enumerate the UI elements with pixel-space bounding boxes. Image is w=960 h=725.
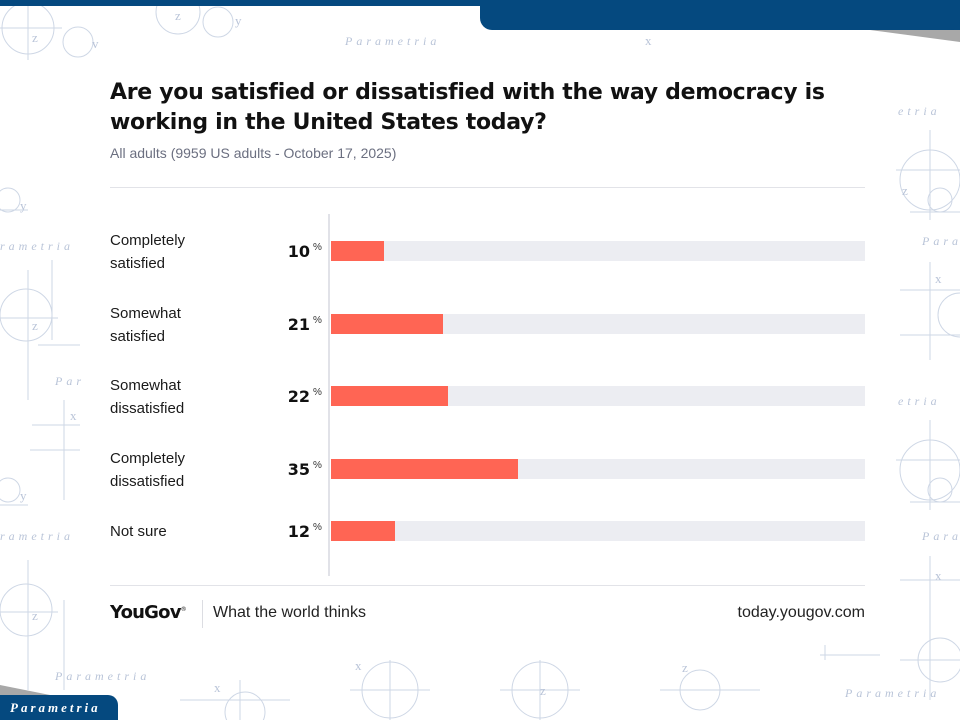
svg-text:z: z [540, 683, 546, 698]
svg-text:Parametria: Parametria [844, 686, 940, 700]
footer-separator [202, 600, 203, 628]
footer-url[interactable]: today.yougov.com [737, 604, 865, 621]
bar-track [331, 459, 865, 479]
svg-text:x: x [935, 568, 942, 583]
svg-text:x: x [935, 271, 942, 286]
svg-text:rametria: rametria [0, 239, 74, 253]
bar-value-label: 10 [287, 242, 310, 261]
svg-text:x: x [355, 658, 362, 673]
svg-text:z: z [32, 608, 38, 623]
svg-text:z: z [32, 30, 38, 45]
svg-text:etria: etria [898, 394, 941, 408]
bar-category-label-line: satisfied [110, 255, 166, 272]
bar-value-suffix: % [313, 315, 322, 326]
bar-value-suffix: % [313, 242, 322, 253]
bar [331, 521, 395, 541]
bar-category-label-line: Somewhat [110, 377, 181, 394]
bar-value-label: 12 [287, 522, 310, 541]
chart-subtitle: All adults (9959 US adults - October 17,… [110, 145, 397, 161]
bar-value-label: 35 [287, 460, 310, 479]
svg-text:rametria: rametria [0, 529, 74, 543]
top-banner-right [480, 0, 960, 42]
svg-text:x: x [214, 680, 221, 695]
bar-value-suffix: % [313, 460, 322, 471]
bar-category-label-line: Completely [110, 232, 186, 249]
bar-category-label-line: Completely [110, 450, 186, 467]
svg-text:x: x [645, 33, 652, 48]
bar-value-suffix: % [313, 387, 322, 398]
yougov-logo: YouGov® [110, 602, 187, 623]
svg-text:Parametria: Parametria [54, 669, 150, 683]
footer-divider [110, 585, 865, 586]
top-banner-left [0, 0, 480, 6]
svg-text:Para: Para [921, 234, 960, 248]
bar-value-label: 21 [287, 315, 310, 334]
bar [331, 241, 384, 261]
svg-text:z: z [902, 183, 908, 198]
svg-text:v: v [92, 36, 99, 51]
bar-track [331, 386, 865, 406]
bar-category-label: Not sure [110, 520, 260, 543]
svg-text:Para: Para [921, 529, 960, 543]
bar [331, 314, 443, 334]
bar-track [331, 521, 865, 541]
bar-category-label-line: Not sure [110, 523, 167, 540]
bar-category-label-line: Somewhat [110, 305, 181, 322]
bar-category-label: Completely satisfied [110, 229, 260, 275]
bar-category-label: Somewhat dissatisfied [110, 374, 260, 420]
svg-text:etria: etria [898, 104, 941, 118]
bar-track [331, 241, 865, 261]
header-divider [110, 187, 865, 188]
watermark-label: Parametria [344, 34, 440, 48]
bar-category-label-line: dissatisfied [110, 473, 185, 490]
bar-category-label-line: satisfied [110, 328, 166, 345]
svg-text:x: x [70, 408, 77, 423]
svg-text:z: z [32, 318, 38, 333]
bar-value-suffix: % [313, 522, 322, 533]
svg-text:Par: Par [54, 374, 85, 388]
bar-axis-line [328, 214, 330, 576]
bar-category-label: Completely dissatisfied [110, 447, 260, 493]
svg-text:y: y [20, 198, 27, 213]
svg-text:y: y [235, 13, 242, 28]
svg-text:y: y [20, 488, 27, 503]
chart-title: Are you satisfied or dissatisfied with t… [110, 80, 825, 135]
svg-text:z: z [175, 8, 181, 23]
footer-tagline: What the world thinks [213, 604, 366, 621]
bar-track [331, 314, 865, 334]
bar-value-label: 22 [287, 387, 310, 406]
chart-card [88, 55, 896, 645]
svg-text:z: z [682, 660, 688, 675]
bar-category-label: Somewhat satisfied [110, 302, 260, 348]
parametria-badge: Parametria [0, 685, 118, 720]
bar [331, 386, 448, 406]
bar [331, 459, 518, 479]
bar-category-label-line: dissatisfied [110, 400, 185, 417]
